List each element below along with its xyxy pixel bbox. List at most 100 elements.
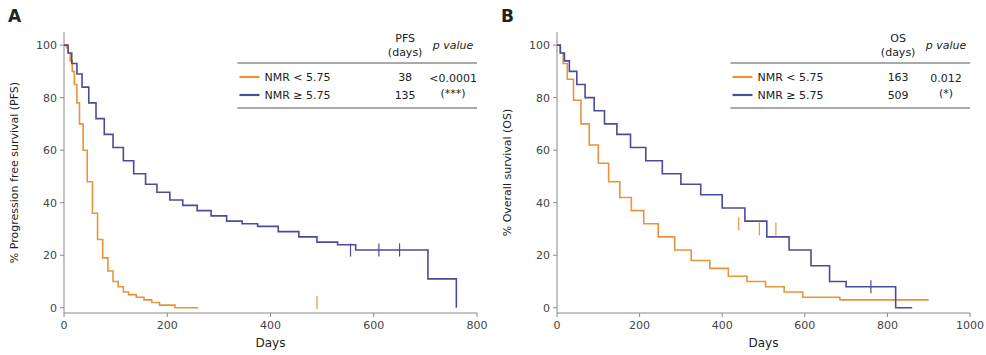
- y-tick: [60, 202, 64, 203]
- x-tick-label: 0: [554, 319, 561, 332]
- y-tick-label: 20: [43, 249, 57, 262]
- x-tick: [557, 313, 558, 317]
- legend-swatch: [732, 94, 752, 96]
- legend-table: PFS(days) p value NMR < 5.75 38 NMR ≥ 5.75 13…: [237, 32, 477, 108]
- x-tick-label: 600: [363, 319, 384, 332]
- y-tick: [553, 150, 557, 151]
- survival-curve: [557, 45, 912, 308]
- x-tick-label: 200: [629, 319, 650, 332]
- x-axis-line: [557, 313, 970, 314]
- x-tick: [64, 313, 65, 317]
- y-tick-label: 80: [43, 92, 57, 105]
- x-tick-label: 600: [794, 319, 815, 332]
- y-tick-label: 60: [43, 144, 57, 157]
- x-tick: [804, 313, 805, 317]
- x-axis-label: Days: [749, 336, 779, 350]
- table-header: OS: [890, 32, 906, 45]
- survival-curve: [557, 45, 929, 300]
- x-tick: [477, 313, 478, 317]
- y-axis-label: % Overall survival (OS): [501, 109, 514, 237]
- survival-curve: [64, 45, 198, 308]
- censor-mark: [738, 217, 739, 230]
- table-rule: [237, 63, 477, 64]
- censor-mark: [775, 222, 776, 235]
- censor-mark: [759, 222, 760, 235]
- y-axis-line: [557, 32, 558, 313]
- panel-label: A: [8, 6, 22, 26]
- legend-entry: NMR ≥ 5.75: [264, 89, 330, 102]
- y-tick: [553, 97, 557, 98]
- survival-curve: [64, 45, 456, 308]
- legend-swatch: [239, 76, 259, 78]
- legend-entry: NMR ≥ 5.75: [757, 89, 823, 102]
- y-tick: [60, 45, 64, 46]
- table-header: (days): [388, 46, 423, 59]
- y-axis-label: % Progression free survival (PFS): [8, 82, 21, 263]
- x-tick-label: 200: [157, 319, 178, 332]
- table-header: PFS: [395, 32, 415, 45]
- y-tick: [553, 255, 557, 256]
- censor-mark: [350, 243, 351, 256]
- y-tick: [60, 97, 64, 98]
- plot-area: [557, 45, 929, 308]
- x-axis-label: Days: [256, 336, 286, 350]
- median-value: 163: [888, 71, 909, 84]
- x-tick: [970, 313, 971, 317]
- legend-swatch: [732, 76, 752, 78]
- table-rule: [237, 108, 477, 109]
- median-value: 38: [398, 71, 412, 84]
- table-rule: [730, 108, 970, 109]
- chart-canvas: A0200400600800020406080100Days% Progress…: [0, 0, 986, 355]
- x-tick: [722, 313, 723, 317]
- y-tick: [60, 255, 64, 256]
- x-tick-label: 400: [260, 319, 281, 332]
- table-header: p value: [432, 39, 474, 52]
- p-value: 0.012: [930, 72, 962, 85]
- panel-label: B: [501, 6, 514, 26]
- x-tick: [887, 313, 888, 317]
- censor-mark: [399, 243, 400, 256]
- y-tick: [60, 150, 64, 151]
- censor-mark: [316, 296, 317, 309]
- x-tick: [167, 313, 168, 317]
- x-tick-label: 1000: [956, 319, 984, 332]
- censor-mark: [870, 280, 871, 293]
- y-tick-label: 100: [529, 39, 550, 52]
- y-tick: [60, 307, 64, 308]
- table-rule: [730, 63, 970, 64]
- y-tick: [553, 45, 557, 46]
- p-value: <0.0001: [429, 72, 477, 85]
- legend-table: OS(days) p value NMR < 5.75 163 NMR ≥ 5.75 50…: [730, 32, 970, 108]
- y-tick-label: 40: [43, 197, 57, 210]
- table-header: (days): [881, 46, 916, 59]
- y-tick: [553, 202, 557, 203]
- plot-area: [64, 45, 456, 309]
- x-tick: [373, 313, 374, 317]
- legend-entry: NMR < 5.75: [264, 71, 330, 84]
- y-tick-label: 0: [543, 302, 550, 315]
- x-tick-label: 800: [877, 319, 898, 332]
- y-tick-label: 40: [536, 197, 550, 210]
- x-tick-label: 400: [712, 319, 733, 332]
- x-tick-label: 0: [61, 319, 68, 332]
- panel: B 0 200 400 600 800 1000 0 20 40 60 80 100 Days % Over…: [501, 6, 984, 350]
- p-value-note: (*): [939, 87, 953, 100]
- x-tick: [270, 313, 271, 317]
- p-value-note: (***): [440, 87, 465, 100]
- x-tick-label: 800: [467, 319, 488, 332]
- median-value: 509: [888, 89, 909, 102]
- y-tick-label: 0: [50, 302, 57, 315]
- y-tick: [553, 307, 557, 308]
- censor-mark: [378, 243, 379, 256]
- y-axis-line: [64, 32, 65, 313]
- table-header: p value: [925, 39, 967, 52]
- y-tick-label: 20: [536, 249, 550, 262]
- y-tick-label: 100: [36, 39, 57, 52]
- legend-swatch: [239, 94, 259, 96]
- legend-entry: NMR < 5.75: [757, 71, 823, 84]
- x-tick: [639, 313, 640, 317]
- y-tick-label: 80: [536, 92, 550, 105]
- y-tick-label: 60: [536, 144, 550, 157]
- panel: A 0 200 400 600 800 0 20 40 60 80 100 Days % Progress…: [8, 6, 488, 350]
- median-value: 135: [395, 89, 416, 102]
